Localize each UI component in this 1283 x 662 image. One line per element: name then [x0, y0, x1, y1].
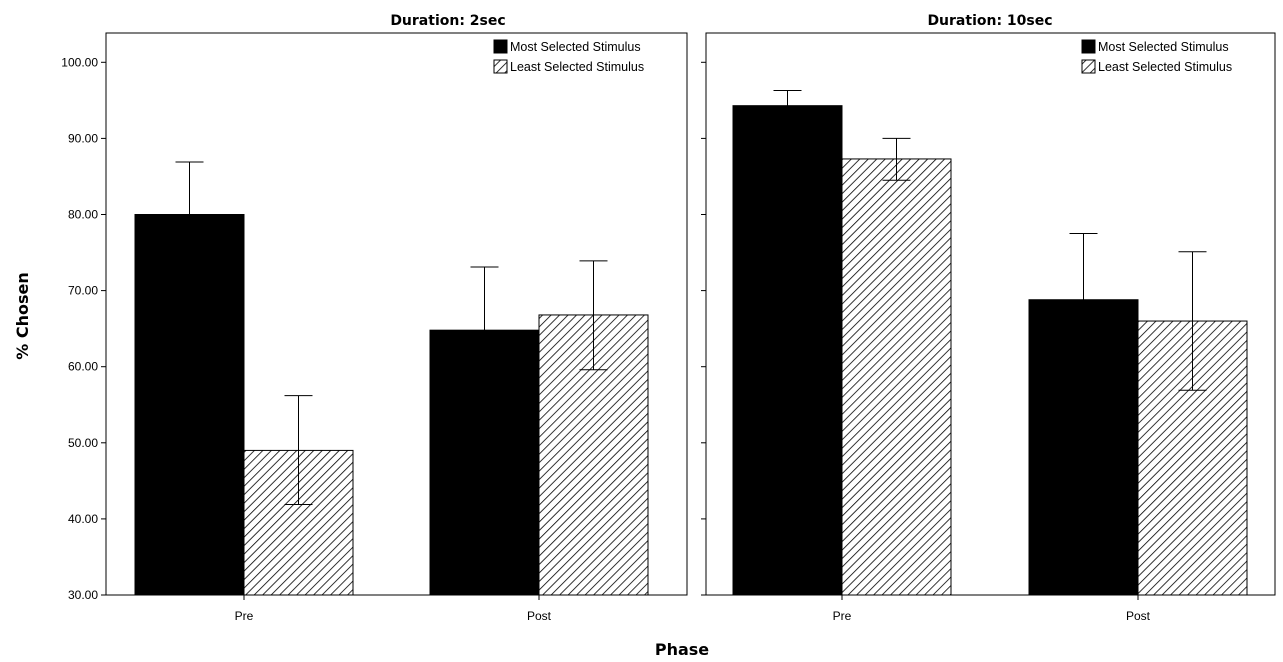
bar-least-selected-pre: [841, 158, 952, 596]
x-tick-label: Post: [1126, 609, 1151, 623]
bars: [134, 161, 649, 596]
legend-swatch-solid: [1081, 39, 1096, 54]
y-axis-title: % Chosen: [13, 272, 32, 360]
bar-most-selected-pre: [134, 214, 245, 596]
legend: Most Selected Stimulus Least Selected Sti…: [493, 39, 644, 74]
y-tick-label: 40.00: [68, 512, 98, 526]
y-axis: 30.00 40.00 50.00 60.00 70.00 80.00 90.00 100.0…: [61, 55, 106, 602]
x-axis-title: Phase: [655, 640, 709, 659]
plot-frame: [105, 32, 688, 596]
legend-label: Most Selected Stimulus: [1098, 40, 1229, 54]
x-tick-label: Pre: [235, 609, 254, 623]
x-tick-label: Pre: [833, 609, 852, 623]
legend-swatch-hatched: [493, 59, 508, 74]
plot-frame: [705, 32, 1276, 596]
legend: Most Selected Stimulus Least Selected Sti…: [1081, 39, 1232, 74]
bar-most-selected-pre: [732, 105, 843, 596]
panel-title: Duration: 10sec: [927, 13, 1052, 29]
x-tick-label: Post: [527, 609, 552, 623]
y-tick-label: 100.00: [61, 55, 98, 69]
x-axis: Pre Post: [235, 595, 552, 623]
panel-title: Duration: 2sec: [390, 13, 505, 29]
y-tick-label: 90.00: [68, 131, 98, 145]
legend-label: Most Selected Stimulus: [510, 40, 641, 54]
bar-most-selected-post: [1028, 299, 1139, 596]
y-axis: [701, 61, 706, 596]
panel-2sec: Duration: 2sec 30.00 40.00 50.00 60.00 70.00…: [61, 13, 688, 623]
y-tick-label: 80.00: [68, 208, 98, 222]
panel-10sec: Duration: 10sec Pre Post Most Selected St…: [701, 13, 1276, 623]
y-tick-label: 60.00: [68, 360, 98, 374]
legend-swatch-solid: [493, 39, 508, 54]
legend-swatch-hatched: [1081, 59, 1096, 74]
x-axis: Pre Post: [833, 595, 1151, 623]
legend-label: Least Selected Stimulus: [510, 60, 644, 74]
y-tick-label: 50.00: [68, 436, 98, 450]
bars: [732, 89, 1248, 596]
legend-label: Least Selected Stimulus: [1098, 60, 1232, 74]
bar-most-selected-post: [429, 329, 540, 596]
y-tick-label: 30.00: [68, 588, 98, 602]
y-tick-label: 70.00: [68, 284, 98, 298]
